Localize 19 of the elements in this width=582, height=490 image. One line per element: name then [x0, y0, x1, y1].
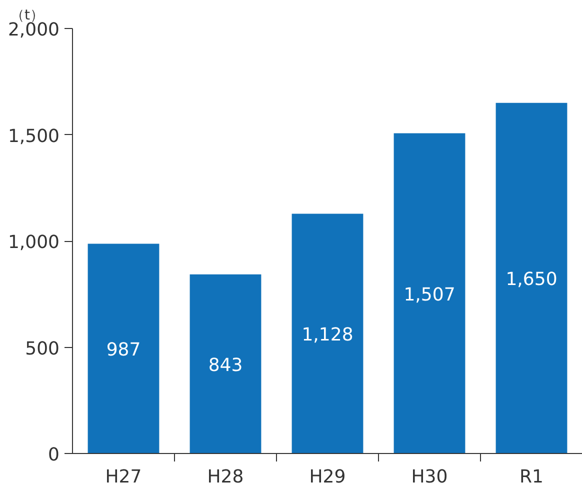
bar [394, 133, 466, 454]
bar [88, 244, 160, 454]
x-tick-label: H29 [309, 466, 346, 488]
x-tick-label: H28 [207, 466, 244, 488]
y-tick-label: 0 [48, 444, 60, 466]
x-tick-label: H30 [411, 466, 448, 488]
bar [292, 214, 364, 454]
data-label: 1,650 [506, 269, 558, 290]
bar [496, 102, 568, 454]
data-label: 1,128 [302, 324, 354, 346]
x-tick-label: H27 [105, 466, 142, 488]
x-tick-label: R1 [520, 466, 544, 488]
data-label: 1,507 [404, 284, 456, 306]
data-label: 843 [208, 354, 243, 376]
y-tick-label: 500 [25, 338, 60, 360]
bar [190, 274, 262, 454]
y-tick-label: 1,500 [8, 126, 60, 147]
data-label: 987 [106, 340, 141, 361]
y-tick-label: 1,000 [8, 232, 60, 253]
